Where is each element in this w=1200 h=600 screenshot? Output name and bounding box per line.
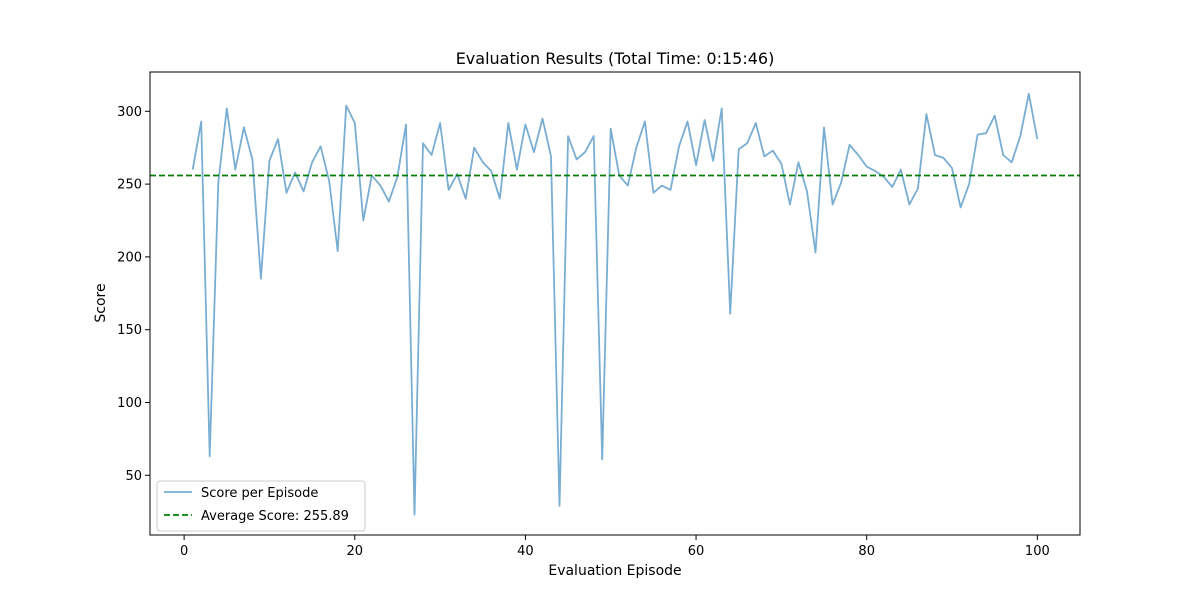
y-tick-label: 250 xyxy=(117,178,142,193)
y-tick-label: 300 xyxy=(117,105,142,120)
series-line-score xyxy=(191,92,1039,516)
x-axis-label: Evaluation Episode xyxy=(548,563,681,579)
x-tick-label: 80 xyxy=(858,544,875,559)
legend-box xyxy=(156,480,366,532)
legend: Score per Episode Average Score: 255.89 xyxy=(156,480,366,532)
legend-label-average: Average Score: 255.89 xyxy=(201,509,349,524)
y-tick-label: 100 xyxy=(117,396,142,411)
plot-area xyxy=(149,71,1081,536)
x-tick-label: 20 xyxy=(346,544,363,559)
x-axis-ticks: 0 20 40 60 80 100 xyxy=(180,535,1050,559)
y-tick-label: 150 xyxy=(117,323,142,338)
x-tick-label: 0 xyxy=(180,544,188,559)
y-axis-label: Score xyxy=(93,283,109,322)
axes-frame xyxy=(149,71,1081,536)
x-tick-label: 60 xyxy=(688,544,705,559)
x-tick-label: 100 xyxy=(1025,544,1050,559)
x-tick-label: 40 xyxy=(517,544,534,559)
y-axis-ticks: 50 100 150 200 250 300 xyxy=(117,105,150,484)
legend-label-score: Score per Episode xyxy=(201,486,318,501)
y-tick-label: 50 xyxy=(125,469,142,484)
y-tick-label: 200 xyxy=(117,250,142,265)
chart-title: Evaluation Results (Total Time: 0:15:46) xyxy=(456,49,775,68)
